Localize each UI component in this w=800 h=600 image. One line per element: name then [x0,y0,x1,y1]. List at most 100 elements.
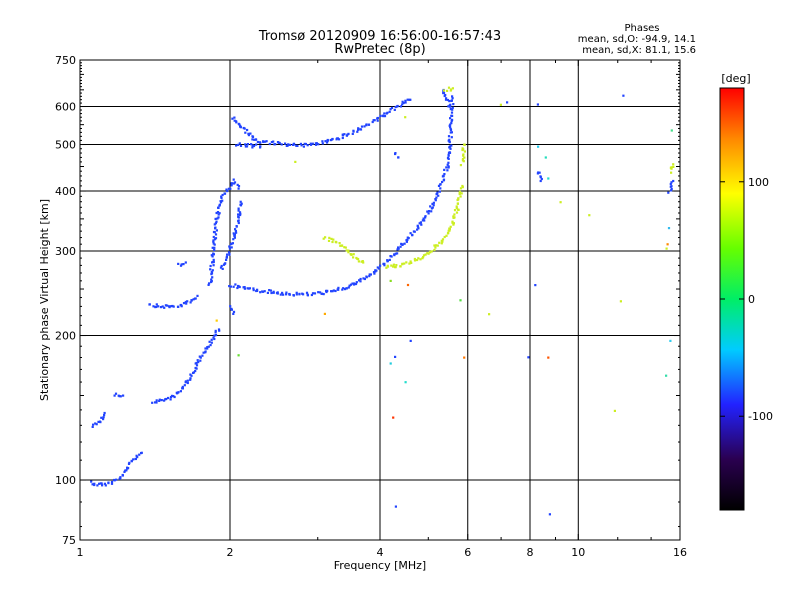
point-o-mode [360,125,364,128]
point-o-mode [92,423,95,426]
point-o-mode [363,125,366,128]
point-o-mode [212,258,215,261]
point-o-mode [220,264,223,268]
point-o-mode [185,302,188,305]
point-o-mode [206,346,209,349]
point-o-mode [337,286,340,289]
point-o-mode [419,221,422,224]
point-x-mode [435,244,438,247]
point-o-mode [244,131,247,134]
point-o-mode [416,228,419,231]
point-o-mode [247,132,250,135]
point-o-mode [354,282,358,286]
point-o-mode [369,273,372,276]
point-outlier [547,356,550,359]
point-o-mode [235,144,238,147]
point-o-mode [368,275,371,278]
point-o-mode [155,401,158,404]
point-o-mode [407,237,410,240]
point-o-mode [250,143,253,146]
point-o-mode [93,483,96,487]
point-o-mode [270,291,273,295]
point-o-mode [213,334,216,337]
point-o-mode [213,243,216,246]
point-x-mode [434,246,437,249]
point-o-mode [186,381,189,385]
stats-heading: Phases [624,23,659,34]
point-o-mode [197,361,200,364]
point-o-mode [244,143,247,146]
point-o-mode [404,101,407,104]
x-tick-label: 10 [571,546,585,559]
colorbar-tick-label: 100 [748,176,769,189]
point-o-mode [402,101,405,105]
point-x-mode [422,256,425,259]
point-o-mode [210,341,213,344]
point-o-mode [442,178,446,181]
point-o-mode [251,138,254,141]
point-o-mode [450,144,453,147]
chart-subtitle: RwPretec (8p) [334,42,425,57]
point-o-mode [169,396,173,399]
point-o-mode [282,293,285,296]
point-x-mode [395,264,398,267]
point-o-mode [110,482,114,485]
point-o-mode [341,136,344,140]
point-o-mode [351,132,354,135]
point-o-mode [94,422,97,425]
point-o-mode [405,239,408,242]
point-o-mode [450,114,453,117]
point-o-mode [195,364,199,367]
point-x-mode [433,244,436,247]
point-o-mode [165,397,168,401]
point-o-mode [186,300,189,303]
point-o-mode [238,211,242,214]
point-o-mode [233,236,236,239]
point-o-mode [254,138,257,141]
point-o-mode [182,302,186,305]
point-o-mode [446,163,449,166]
point-o-mode [215,211,218,215]
point-x-mode [419,258,422,261]
point-x-mode [403,262,406,265]
stats-line-o: mean, sd,O: -94.9, 14.1 [578,34,696,45]
point-o-mode [670,181,673,184]
point-o-mode [298,293,301,296]
point-o-mode [184,300,187,304]
point-o-mode [446,169,449,172]
point-x-mode [341,244,344,247]
point-o-mode [229,285,232,288]
point-o-mode [306,293,309,296]
point-o-mode [158,399,161,402]
point-x-mode [344,246,347,249]
point-o-mode [284,142,287,145]
point-o-mode [322,293,325,296]
point-o-mode [228,245,231,248]
point-o-mode [548,513,551,516]
point-o-mode [212,242,215,245]
point-o-mode [326,289,329,292]
point-o-mode [352,130,355,133]
point-o-mode [237,219,240,222]
point-x-mode [459,195,462,198]
point-o-mode [225,255,228,258]
point-o-mode [148,303,151,306]
point-o-mode [167,396,170,400]
point-outlier [544,156,547,159]
point-o-mode [449,117,452,120]
point-x-mode [461,184,464,188]
point-x-mode [361,260,364,263]
point-x-mode [452,223,455,226]
point-o-mode [209,264,212,268]
point-o-mode [215,229,218,232]
point-o-mode [448,151,451,154]
point-o-mode [376,119,379,122]
point-o-mode [365,276,368,279]
point-o-mode [210,280,213,283]
point-o-mode [443,94,446,98]
point-outlier [459,299,462,302]
point-o-mode [331,137,334,141]
point-o-mode [190,299,193,302]
point-o-mode [443,168,446,171]
point-o-mode [442,174,445,177]
